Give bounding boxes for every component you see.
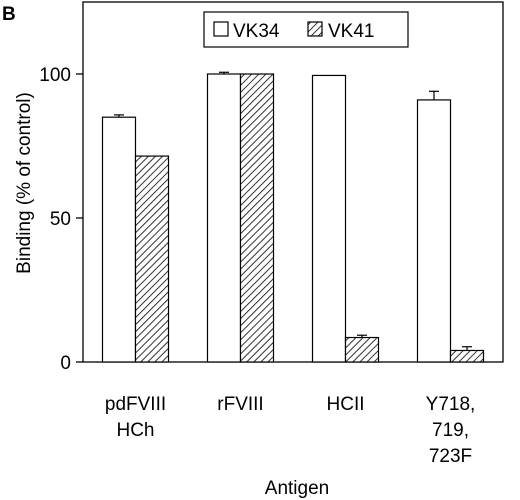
legend-swatch-vk34 — [213, 21, 229, 37]
bar-vk34 — [206, 73, 242, 363]
plot-area: 0 50 100 pdFVIII HCh rFVIII HCII Y718, 719, 723F — [39, 1, 504, 467]
legend-swatch-vk41 — [307, 21, 323, 37]
bar-vk41 — [239, 73, 275, 363]
x-tick-label: Y718, 719, 723F — [426, 394, 476, 467]
bar-vk34 — [311, 74, 347, 363]
bar-vk41 — [449, 349, 485, 363]
bar-vk34 — [416, 99, 452, 363]
legend: VK34 VK41 — [203, 11, 409, 48]
bar-vk41 — [344, 336, 380, 363]
legend-label: VK34 — [233, 21, 280, 42]
legend-box — [203, 11, 409, 48]
bar-vk41 — [134, 155, 170, 363]
legend-label: VK41 — [328, 21, 374, 42]
y-tick-label: 100 — [39, 65, 71, 86]
y-axis-label: Binding (% of control) — [14, 92, 35, 274]
panel-label: B — [2, 4, 16, 25]
x-tick-label: pdFVIII HCh — [105, 394, 166, 441]
plot-frame — [82, 1, 504, 363]
x-axis-label: Antigen — [265, 478, 329, 499]
x-tick-label: rFVIII — [217, 394, 263, 415]
x-tick-label: HCII — [327, 394, 365, 415]
bar-vk34 — [101, 116, 137, 363]
y-tick-label: 0 — [60, 353, 71, 374]
y-tick-label: 50 — [50, 209, 71, 230]
